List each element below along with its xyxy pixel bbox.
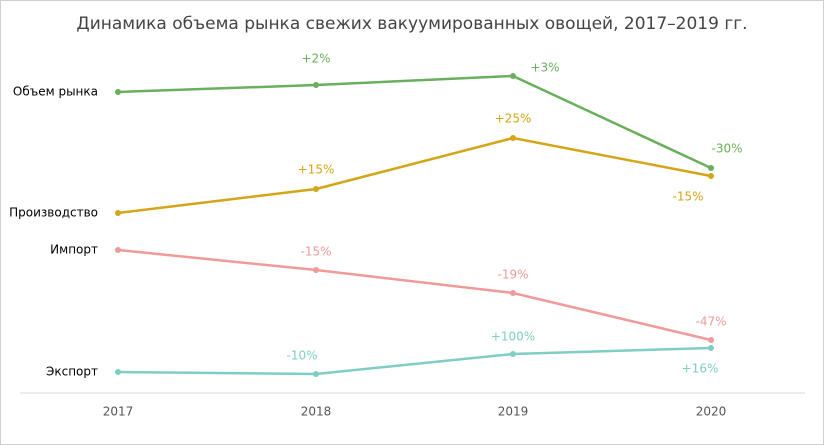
data-point	[708, 173, 714, 179]
data-point	[115, 210, 121, 216]
data-point	[115, 369, 121, 375]
change-label: -47%	[695, 315, 726, 329]
x-tick-label: 2017	[103, 405, 134, 419]
change-label: +25%	[495, 112, 532, 126]
data-point	[313, 186, 319, 192]
series-line	[117, 74, 712, 170]
data-point	[313, 267, 319, 273]
data-point	[115, 89, 121, 95]
x-tick-label: 2020	[696, 405, 727, 419]
data-point	[708, 165, 714, 171]
change-label: +3%	[530, 61, 559, 75]
data-point	[510, 135, 516, 141]
data-point	[313, 371, 319, 377]
series-line	[117, 346, 712, 376]
change-label: +100%	[491, 330, 535, 344]
series-label: Экспорт	[46, 365, 98, 379]
change-label: +2%	[301, 52, 330, 66]
data-point	[510, 290, 516, 296]
series-label: Импорт	[50, 243, 98, 257]
change-label: -19%	[497, 268, 528, 282]
data-point	[313, 82, 319, 88]
x-tick-label: 2019	[498, 405, 529, 419]
series-line	[117, 248, 712, 342]
series-label: Производство	[9, 206, 98, 220]
data-point	[708, 337, 714, 343]
data-point	[708, 345, 714, 351]
chart-title: Динамика объема рынка свежих вакуумирова…	[76, 14, 747, 34]
change-label: -30%	[711, 142, 742, 156]
series-line	[117, 136, 712, 215]
x-tick-label: 2018	[301, 405, 332, 419]
change-label: +16%	[682, 362, 719, 376]
change-label: -10%	[286, 349, 317, 363]
change-label: +15%	[298, 163, 335, 177]
change-label: -15%	[300, 245, 331, 259]
change-label: -15%	[672, 190, 703, 204]
data-point	[510, 73, 516, 79]
data-point	[115, 247, 121, 253]
series-label: Объем рынка	[13, 85, 98, 99]
data-point	[510, 351, 516, 357]
